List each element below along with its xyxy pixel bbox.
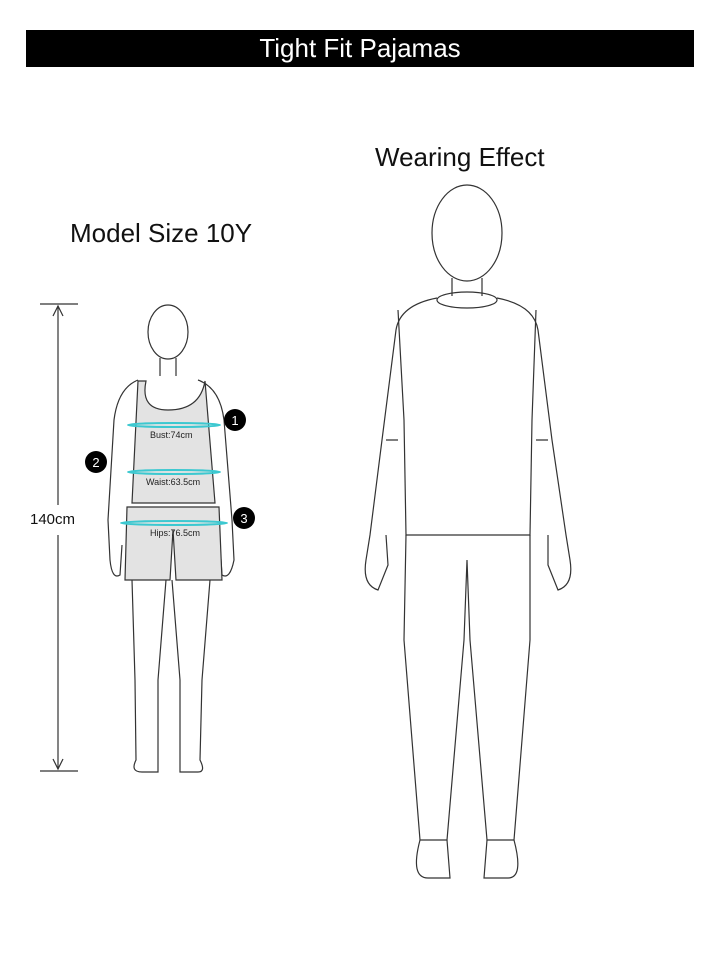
- marker-3: [233, 507, 255, 529]
- wearing-effect-heading: Wearing Effect: [375, 142, 545, 172]
- waist-line: [127, 469, 221, 475]
- marker-2: [85, 451, 107, 473]
- marker-1: [224, 409, 246, 431]
- title-banner: Tight Fit Pajamas: [26, 30, 694, 67]
- height-label: 140cm: [30, 509, 76, 530]
- bust-line: [127, 422, 221, 428]
- hips-label: Hips:76.5cm: [150, 528, 200, 538]
- wearing-effect-figure: [364, 184, 572, 879]
- hips-line: [120, 520, 228, 526]
- bust-label: Bust:74cm: [150, 430, 193, 440]
- model-figure: [107, 304, 235, 773]
- model-size-heading: Model Size 10Y: [70, 218, 253, 248]
- waist-label: Waist:63.5cm: [146, 477, 200, 487]
- marker-2-number: 2: [92, 455, 99, 470]
- marker-3-number: 3: [240, 511, 247, 526]
- marker-1-number: 1: [231, 413, 238, 428]
- height-arrow: [40, 303, 78, 772]
